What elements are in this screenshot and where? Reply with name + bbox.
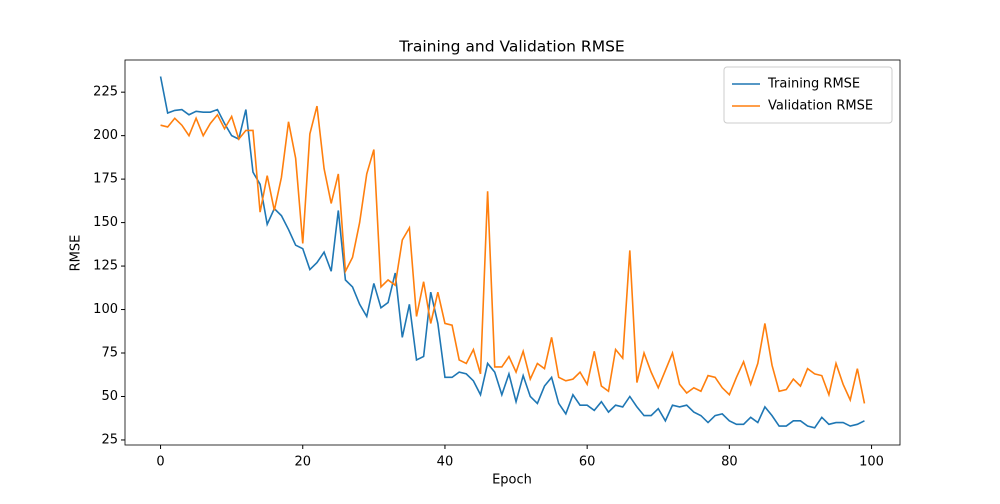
y-tick-label: 200 [93,128,118,143]
y-tick-label: 75 [101,346,118,361]
y-tick-label: 225 [93,85,118,100]
y-tick-label: 50 [101,389,118,404]
data-line [159,76,865,429]
y-axis-label: RMSE [69,235,84,272]
legend-box [723,66,893,124]
x-axis-label: Epoch [492,473,532,488]
x-tick-label: 60 [579,455,596,470]
legend-label: Training RMSE [767,77,860,92]
x-tick-label: 80 [721,455,738,470]
y-tick-label: 125 [93,259,118,274]
x-tick-label: 100 [859,455,884,470]
x-tick-label: 20 [294,455,311,470]
y-tick-label: 150 [93,215,118,230]
x-tick-label: 0 [156,455,164,470]
y-tick-label: 175 [93,172,118,187]
chart-title: Training and Validation RMSE [398,38,624,56]
x-tick-label: 40 [437,455,454,470]
y-tick-label: 100 [93,302,118,317]
data-line [160,105,866,404]
y-tick-label: 25 [101,432,118,447]
legend-label: Validation RMSE [768,99,873,114]
plot-frame [124,59,901,446]
